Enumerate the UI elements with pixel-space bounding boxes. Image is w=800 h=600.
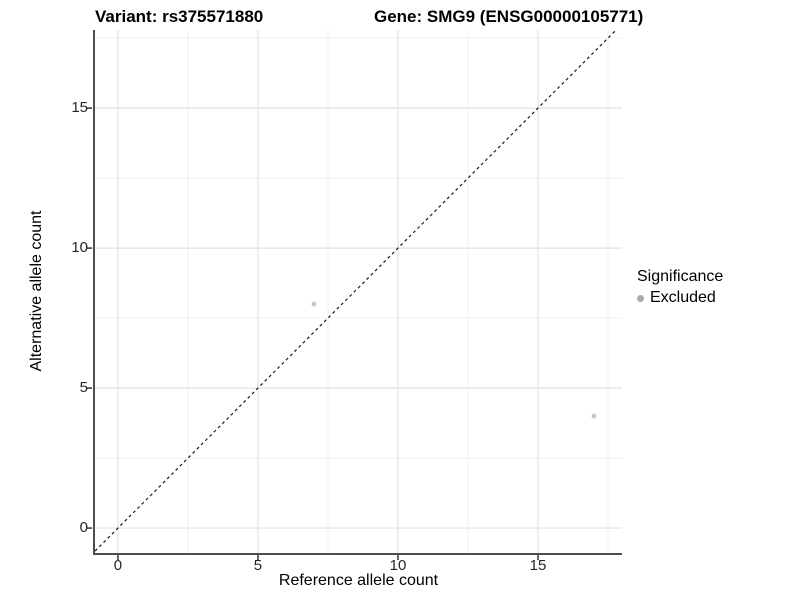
legend-item-label: Excluded	[650, 289, 716, 306]
x-axis-title: Reference allele count	[278, 572, 439, 589]
identity-line	[94, 29, 617, 552]
data-point	[311, 301, 317, 307]
legend-title: Significance	[637, 268, 724, 285]
legend: Significance Excluded	[637, 268, 723, 307]
x-tick-label: 5	[253, 557, 263, 574]
gene-title: Gene: SMG9 (ENSG00000105771)	[374, 7, 644, 26]
y-tick-label: 15	[71, 99, 88, 117]
data-point	[591, 413, 597, 419]
legend-item-excluded: Excluded	[637, 289, 723, 307]
y-tick-label: 5	[79, 379, 88, 397]
x-tick-label: 10	[389, 557, 407, 574]
y-tick-label: 10	[71, 239, 88, 257]
variant-title: Variant: rs375571880	[95, 7, 264, 26]
excluded-point-icon	[637, 294, 644, 302]
x-tick-label: 15	[529, 557, 547, 574]
y-tick-label: 0	[79, 519, 88, 537]
y-axis-title: Alternative allele count	[28, 210, 45, 372]
x-tick-label: 0	[113, 557, 123, 574]
